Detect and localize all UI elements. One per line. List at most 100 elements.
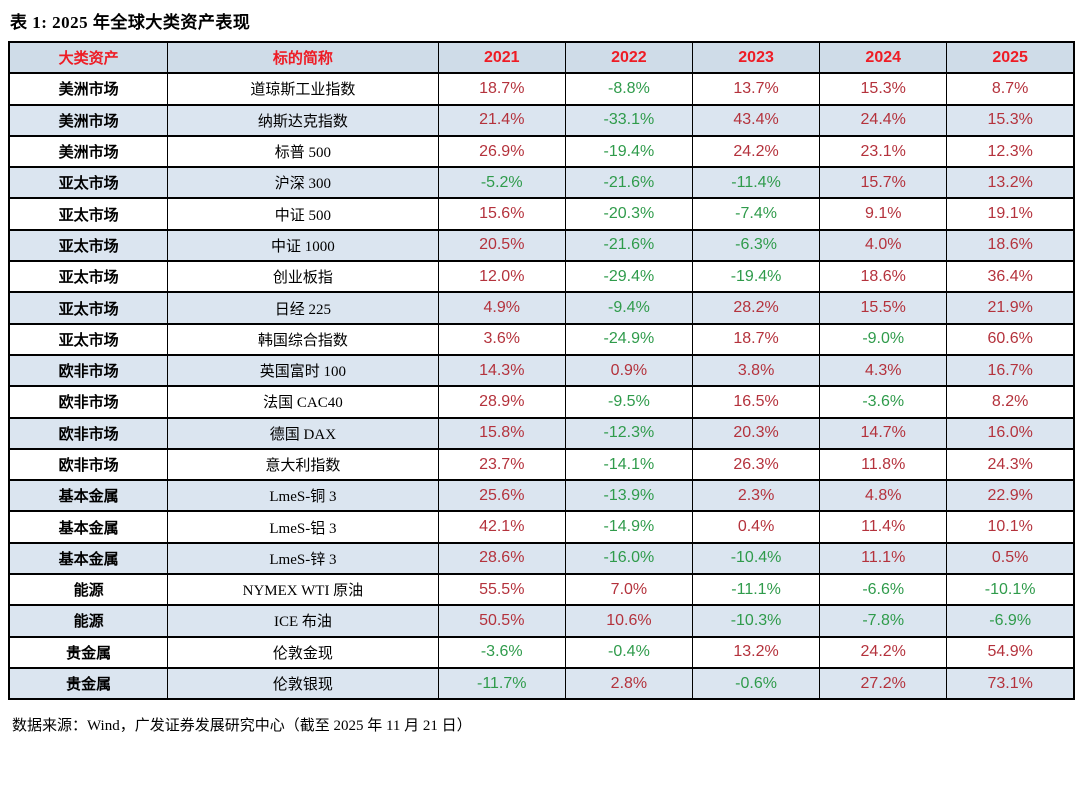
- value-cell-2023: 3.8%: [691, 353, 821, 388]
- value-cell-2023: -11.1%: [691, 573, 821, 607]
- value-cell-2022: -9.5%: [564, 385, 693, 419]
- value-cell-2021: 55.5%: [437, 573, 566, 607]
- value-cell-2025: -10.1%: [946, 573, 1075, 607]
- value-cell-2023: -7.4%: [691, 197, 821, 231]
- value-cell-2021: 50.5%: [437, 604, 566, 638]
- value-cell-2022: -33.1%: [564, 103, 693, 137]
- value-cell-2021: 28.6%: [437, 541, 566, 576]
- value-cell-2023: 13.7%: [691, 72, 821, 106]
- value-cell-2022: -9.4%: [564, 291, 693, 325]
- asset-name-cell: 道琼斯工业指数: [167, 72, 439, 106]
- value-cell-2021: 18.7%: [437, 72, 566, 106]
- value-cell-2025: 8.2%: [946, 385, 1075, 419]
- value-cell-2025: 19.1%: [946, 197, 1075, 231]
- value-cell-2022: -16.0%: [564, 541, 693, 576]
- value-cell-2024: -6.6%: [819, 573, 948, 607]
- value-cell-2022: -0.4%: [564, 635, 693, 669]
- value-cell-2021: 28.9%: [437, 385, 566, 419]
- value-cell-2025: 10.1%: [946, 510, 1075, 544]
- table-row: 能源 NYMEX WTI 原油 55.5% 7.0% -11.1% -6.6% -10.1%: [8, 573, 1075, 607]
- value-cell-2021: 15.8%: [437, 416, 566, 450]
- value-cell-2024: 4.8%: [819, 479, 948, 513]
- column-header-2024: 2024: [819, 40, 948, 75]
- asset-name-cell: LmeS-铜 3: [167, 479, 439, 513]
- column-header-2022: 2022: [564, 40, 693, 75]
- table-row: 美洲市场 道琼斯工业指数 18.7% -8.8% 13.7% 15.3% 8.7%: [8, 72, 1075, 106]
- data-source-note: 数据来源：Wind，广发证券发展研究中心（截至 2025 年 11 月 21 日…: [12, 718, 472, 735]
- value-cell-2023: -19.4%: [691, 260, 821, 294]
- value-cell-2024: -3.6%: [819, 385, 948, 419]
- category-cell: 基本金属: [8, 510, 169, 544]
- table-row: 基本金属 LmeS-锌 3 28.6% -16.0% -10.4% 11.1% 0.5%: [8, 541, 1075, 576]
- table-title: 表 1: 2025 年全球大类资产表现: [10, 13, 251, 32]
- value-cell-2022: -12.3%: [564, 416, 693, 450]
- asset-name-cell: 标普 500: [167, 134, 439, 169]
- table-row: 欧非市场 德国 DAX 15.8% -12.3% 20.3% 14.7% 16.0%: [8, 416, 1075, 450]
- value-cell-2024: 11.8%: [819, 447, 948, 482]
- value-cell-2025: 21.9%: [946, 291, 1075, 325]
- category-cell: 能源: [8, 573, 169, 607]
- table-row: 亚太市场 日经 225 4.9% -9.4% 28.2% 15.5% 21.9%: [8, 291, 1075, 325]
- table-row: 亚太市场 创业板指 12.0% -29.4% -19.4% 18.6% 36.4%: [8, 260, 1075, 294]
- value-cell-2023: -10.4%: [691, 541, 821, 576]
- value-cell-2025: 8.7%: [946, 72, 1075, 106]
- asset-name-cell: LmeS-铝 3: [167, 510, 439, 544]
- asset-name-cell: 纳斯达克指数: [167, 103, 439, 137]
- value-cell-2023: 16.5%: [691, 385, 821, 419]
- value-cell-2021: -5.2%: [437, 166, 566, 200]
- column-header-2021: 2021: [437, 40, 566, 75]
- value-cell-2023: 43.4%: [691, 103, 821, 137]
- category-cell: 亚太市场: [8, 166, 169, 200]
- value-cell-2023: 18.7%: [691, 322, 821, 356]
- value-cell-2021: 3.6%: [437, 322, 566, 356]
- table-row: 亚太市场 中证 500 15.6% -20.3% -7.4% 9.1% 19.1%: [8, 197, 1075, 231]
- asset-name-cell: 伦敦金现: [167, 635, 439, 669]
- table-header-row: 大类资产 标的简称 2021 2022 2023 2024 2025: [8, 40, 1075, 75]
- value-cell-2023: -0.6%: [691, 666, 821, 701]
- value-cell-2024: -7.8%: [819, 604, 948, 638]
- value-cell-2025: 12.3%: [946, 134, 1075, 169]
- value-cell-2025: 60.6%: [946, 322, 1075, 356]
- value-cell-2023: 28.2%: [691, 291, 821, 325]
- category-cell: 亚太市场: [8, 228, 169, 263]
- value-cell-2023: 20.3%: [691, 416, 821, 450]
- column-header-2025: 2025: [946, 40, 1075, 75]
- value-cell-2025: 36.4%: [946, 260, 1075, 294]
- value-cell-2021: 12.0%: [437, 260, 566, 294]
- value-cell-2021: 21.4%: [437, 103, 566, 137]
- value-cell-2024: 4.0%: [819, 228, 948, 263]
- value-cell-2025: 16.7%: [946, 353, 1075, 388]
- value-cell-2022: -21.6%: [564, 228, 693, 263]
- value-cell-2022: -14.9%: [564, 510, 693, 544]
- value-cell-2023: -11.4%: [691, 166, 821, 200]
- category-cell: 基本金属: [8, 479, 169, 513]
- column-header-asset-name: 标的简称: [167, 40, 439, 75]
- asset-name-cell: 沪深 300: [167, 166, 439, 200]
- value-cell-2023: 2.3%: [691, 479, 821, 513]
- category-cell: 亚太市场: [8, 260, 169, 294]
- category-cell: 贵金属: [8, 635, 169, 669]
- value-cell-2024: 11.4%: [819, 510, 948, 544]
- table-row: 基本金属 LmeS-铜 3 25.6% -13.9% 2.3% 4.8% 22.9%: [8, 479, 1075, 513]
- category-cell: 基本金属: [8, 541, 169, 576]
- table-row: 亚太市场 韩国综合指数 3.6% -24.9% 18.7% -9.0% 60.6%: [8, 322, 1075, 356]
- asset-name-cell: LmeS-锌 3: [167, 541, 439, 576]
- asset-name-cell: 德国 DAX: [167, 416, 439, 450]
- value-cell-2023: -6.3%: [691, 228, 821, 263]
- asset-performance-table: 大类资产 标的简称 2021 2022 2023 2024 2025 美洲市场 道琼斯工业指数…: [8, 40, 1075, 701]
- value-cell-2022: -21.6%: [564, 166, 693, 200]
- value-cell-2024: 15.5%: [819, 291, 948, 325]
- table-row: 亚太市场 沪深 300 -5.2% -21.6% -11.4% 15.7% 13.2%: [8, 166, 1075, 200]
- value-cell-2022: -8.8%: [564, 72, 693, 106]
- asset-name-cell: 韩国综合指数: [167, 322, 439, 356]
- table-row: 美洲市场 纳斯达克指数 21.4% -33.1% 43.4% 24.4% 15.3%: [8, 103, 1075, 137]
- value-cell-2022: -29.4%: [564, 260, 693, 294]
- value-cell-2025: -6.9%: [946, 604, 1075, 638]
- value-cell-2024: 14.7%: [819, 416, 948, 450]
- value-cell-2021: 23.7%: [437, 447, 566, 482]
- value-cell-2022: 10.6%: [564, 604, 693, 638]
- value-cell-2023: 26.3%: [691, 447, 821, 482]
- value-cell-2025: 0.5%: [946, 541, 1075, 576]
- category-cell: 能源: [8, 604, 169, 638]
- value-cell-2025: 54.9%: [946, 635, 1075, 669]
